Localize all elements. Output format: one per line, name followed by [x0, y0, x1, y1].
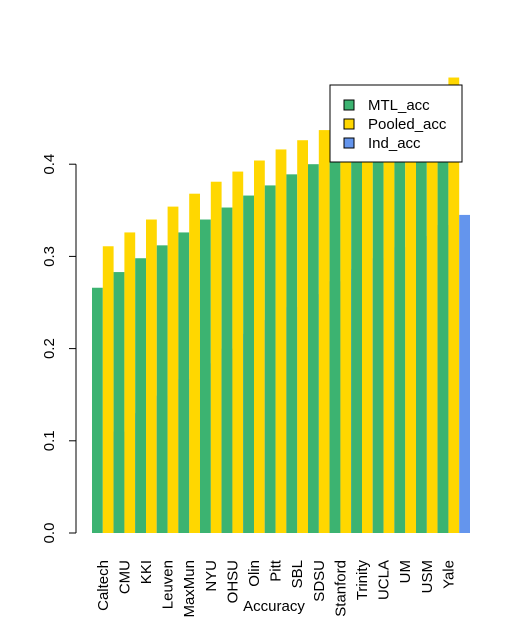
- bar-pooled-acc-leuven: [167, 206, 179, 534]
- bar-pooled-acc-yale: [448, 77, 460, 533]
- bar-mtl-acc-sdsu: [308, 164, 319, 533]
- bar-pooled-acc-sdsu: [318, 130, 330, 533]
- bar-pooled-acc-stanford: [340, 120, 352, 534]
- x-tick-label: UCLA: [376, 560, 393, 600]
- bar-pooled-acc-ucla: [383, 102, 395, 534]
- y-tick-label: 0.3: [41, 246, 58, 267]
- bar-mtl-acc-leuven: [156, 245, 168, 533]
- bar-mtl-acc-nyu: [200, 219, 211, 533]
- bar-mtl-acc-cmu: [113, 272, 125, 533]
- bar-mtl-acc-yale: [437, 97, 449, 533]
- bar-mtl-acc-ohsu: [221, 207, 233, 533]
- bar-mtl-acc-stanford: [329, 153, 341, 533]
- bar-pooled-acc-maxmun: [189, 193, 200, 533]
- legend-label: Pooled_acc: [368, 116, 447, 133]
- x-tick-label: SBL: [289, 560, 306, 588]
- x-tick-label: CMU: [116, 560, 133, 594]
- bar-pooled-acc-um: [405, 93, 416, 534]
- bar-mtl-acc-trinity: [351, 141, 362, 533]
- x-tick-label: SDSU: [311, 560, 328, 602]
- bar-pooled-acc-ohsu: [232, 171, 244, 533]
- y-tick-label: 0.4: [41, 154, 58, 175]
- bar-mtl-acc-olin: [243, 195, 254, 534]
- bar-mtl-acc-um: [394, 119, 406, 533]
- bar-mtl-acc-pitt: [264, 185, 276, 533]
- bar-ind-acc-yale: [459, 214, 470, 533]
- x-tick-label: Trinity: [354, 560, 371, 601]
- x-tick-label: Olin: [246, 560, 263, 587]
- y-tick-label: 0.2: [41, 338, 58, 359]
- x-axis-label: Accuracy: [243, 598, 305, 615]
- y-axis: 0.0 0.1 0.2 0.3 0.4: [41, 154, 77, 544]
- x-tick-label: Stanford: [332, 560, 349, 617]
- bar-mtl-acc-usm: [416, 108, 427, 533]
- bar-pooled-acc-cmu: [124, 232, 136, 533]
- bar-pooled-acc-olin: [254, 160, 265, 533]
- bar-pooled-acc-sbl: [297, 140, 308, 534]
- bar-mtl-acc-caltech: [92, 287, 103, 533]
- legend-swatch-ind-acc: [343, 137, 355, 149]
- x-tick-label: OHSU: [224, 560, 241, 603]
- legend: MTL_acc Pooled_acc Ind_acc: [329, 84, 463, 163]
- legend-label: Ind_acc: [368, 135, 421, 152]
- legend-swatch-pooled-acc: [343, 118, 355, 130]
- x-tick-label: Caltech: [95, 560, 112, 611]
- bar-pooled-acc-caltech: [102, 246, 114, 533]
- x-tick-label: Pitt: [268, 559, 285, 582]
- x-tick-label: Yale: [440, 560, 457, 589]
- x-category-labels: Caltech CMU KKI Leuven MaxMun NYU OHSU Olin Pitt…: [95, 559, 458, 617]
- x-tick-label: NYU: [203, 560, 220, 592]
- x-tick-label: KKI: [138, 560, 155, 584]
- bar-pooled-acc-kki: [146, 219, 157, 533]
- y-tick-label: 0.1: [41, 430, 58, 451]
- y-tick-label: 0.0: [41, 523, 58, 544]
- bar-mtl-acc-kki: [135, 258, 146, 533]
- bar-mtl-acc-ucla: [372, 131, 384, 533]
- bars-group: [92, 77, 470, 534]
- legend-label: MTL_acc: [368, 97, 430, 114]
- x-tick-label: USM: [419, 560, 436, 593]
- bar-pooled-acc-pitt: [275, 149, 287, 533]
- bar-pooled-acc-nyu: [210, 181, 222, 533]
- legend-swatch-mtl-acc: [343, 99, 355, 111]
- bar-pooled-acc-usm: [426, 84, 438, 533]
- bar-pooled-acc-trinity: [362, 111, 373, 534]
- bar-mtl-acc-sbl: [286, 174, 298, 533]
- x-tick-label: MaxMun: [181, 560, 198, 618]
- bar-mtl-acc-maxmun: [178, 232, 190, 533]
- x-tick-label: UM: [397, 560, 414, 583]
- x-tick-label: Leuven: [160, 560, 177, 609]
